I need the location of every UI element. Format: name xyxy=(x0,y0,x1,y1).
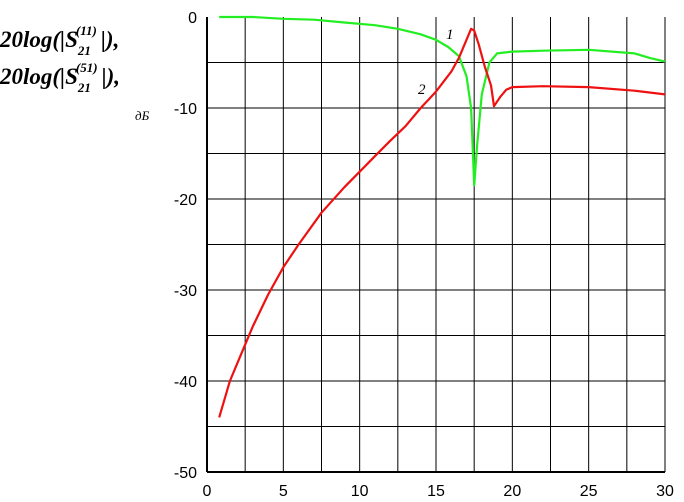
x-tick-label: 20 xyxy=(503,483,521,500)
x-tick-label: 30 xyxy=(656,483,674,500)
x-tick-label: 25 xyxy=(580,483,598,500)
tick-labels: 0 5 10 15 20 25 30 0 -10 -20 -30 -40 -50 xyxy=(174,10,674,500)
x-tick-label: 15 xyxy=(427,483,445,500)
grid xyxy=(207,17,665,472)
y-tick-label: -10 xyxy=(174,101,197,118)
y-tick-label: -50 xyxy=(174,465,197,482)
x-tick-label: 0 xyxy=(203,483,212,500)
y-label-unit: дБ xyxy=(135,108,150,123)
series-lines xyxy=(218,15,666,418)
y-tick-label: -30 xyxy=(174,283,197,300)
axes xyxy=(206,17,666,473)
curve-label-1: 1 xyxy=(446,27,454,43)
y-tick-label: -40 xyxy=(174,374,197,391)
series-line-1 xyxy=(219,15,666,187)
y-label-line-2: 20log(|S21(51) |), xyxy=(0,60,120,95)
curve-label-2: 2 xyxy=(418,82,426,98)
y-tick-label: 0 xyxy=(188,10,197,27)
y-tick-label: -20 xyxy=(174,192,197,209)
y-axis-label: 20log(|S21(11) |), 20log(|S21(51) |), дБ xyxy=(0,23,150,123)
x-tick-label: 10 xyxy=(351,483,369,500)
y-label-line-1: 20log(|S21(11) |), xyxy=(0,23,119,58)
x-tick-label: 5 xyxy=(279,483,288,500)
series-line-2 xyxy=(218,27,666,418)
